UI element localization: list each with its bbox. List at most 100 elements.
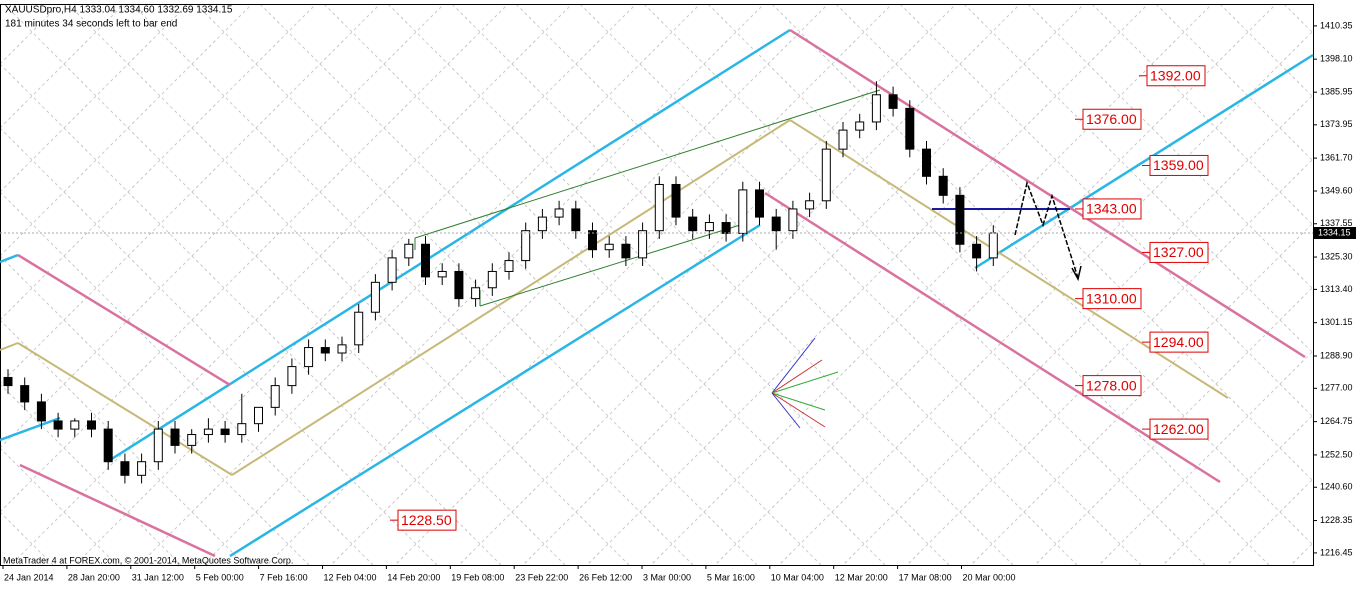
candle-body [220, 428, 230, 436]
candle-body [838, 129, 848, 150]
y-tick-label: 1252.50 [1320, 449, 1353, 459]
candle-body [788, 208, 798, 232]
candle-body [671, 183, 681, 218]
candle-body [203, 428, 213, 436]
candle-body [237, 423, 247, 436]
candle-body [821, 148, 831, 202]
price-label-box [1149, 418, 1209, 440]
bar-timer: 181 minutes 34 seconds left to bar end [5, 19, 177, 30]
candle-body [972, 243, 982, 259]
candle-body [337, 344, 347, 354]
price-label-box [1082, 288, 1142, 310]
y-tick-label: 1277.00 [1320, 383, 1353, 393]
x-tick-label: 24 Jan 2014 [4, 572, 54, 582]
symbol-header: XAUUSDpro,H4 1333.04 1334.60 1332.69 133… [5, 5, 233, 16]
candle-body [537, 216, 547, 232]
candle-body [905, 107, 915, 150]
candle-body [755, 189, 764, 218]
y-tick-label: 1288.90 [1320, 350, 1353, 360]
candle-body [855, 121, 865, 131]
y-tick-label: 1337.55 [1320, 218, 1353, 228]
candle-body [187, 434, 197, 446]
candle-body [621, 243, 631, 259]
candle-body [254, 406, 263, 425]
price-label: 1294.00 [1153, 334, 1204, 350]
candle-body [588, 230, 597, 251]
candle-body [504, 260, 514, 272]
candle-body [638, 230, 648, 259]
candle-body [354, 311, 364, 346]
candle-body [738, 189, 748, 234]
y-tick-label: 1325.30 [1320, 251, 1353, 261]
x-tick-label: 23 Feb 22:00 [515, 572, 568, 582]
x-tick-label: 3 Mar 00:00 [643, 572, 691, 582]
y-tick-label: 1385.95 [1320, 87, 1353, 97]
candle-body [521, 230, 531, 262]
y-tick-label: 1301.15 [1320, 317, 1353, 327]
candle-body [120, 461, 130, 476]
candle-body [421, 243, 430, 278]
price-label-box [1082, 375, 1142, 397]
candle-body [471, 287, 481, 300]
candle-body [554, 208, 564, 218]
candle-body [871, 94, 881, 123]
price-label: 1262.00 [1153, 421, 1204, 437]
candle-body [3, 376, 13, 387]
price-label: 1359.00 [1153, 157, 1204, 173]
price-label-box [1149, 241, 1209, 263]
candle-body [370, 281, 380, 313]
candle-body [704, 222, 714, 232]
candle-body [805, 200, 815, 210]
x-tick-label: 12 Feb 04:00 [324, 572, 377, 582]
y-tick-label: 1361.70 [1320, 152, 1353, 162]
y-tick-label: 1216.45 [1320, 547, 1353, 557]
price-label: 1376.00 [1086, 111, 1137, 127]
price-label-box [1146, 65, 1206, 87]
candle-body [36, 401, 46, 422]
y-tick-label: 1313.40 [1320, 284, 1353, 294]
candle-body [103, 428, 113, 463]
price-label-box [1149, 154, 1209, 176]
plot-frame [0, 4, 1314, 566]
price-label-box [1082, 108, 1142, 130]
candle-body [922, 148, 931, 177]
x-tick-label: 20 Mar 00:00 [963, 572, 1016, 582]
y-tick-label: 1398.10 [1320, 54, 1353, 64]
candle-body [87, 420, 96, 430]
x-tick-label: 10 Mar 04:00 [771, 572, 824, 582]
price-label: 1310.00 [1086, 290, 1137, 306]
candle-body [387, 257, 397, 283]
candle-body [287, 366, 297, 387]
y-tick-label: 1410.35 [1320, 20, 1353, 30]
price-label: 1327.00 [1153, 244, 1204, 260]
x-tick-label: 26 Feb 12:00 [579, 572, 632, 582]
drawings [0, 28, 1314, 558]
candle-body [688, 216, 698, 232]
price-label-box [1082, 198, 1142, 220]
x-tick-label: 14 Feb 20:00 [387, 572, 440, 582]
candle-body [320, 347, 330, 354]
price-label-box [1149, 331, 1209, 353]
candle-body [70, 420, 80, 430]
x-tick-label: 17 Mar 08:00 [899, 572, 952, 582]
candle-body [304, 347, 314, 368]
footer: MetaTrader 4 at FOREX.com, © 2001-2014, … [3, 555, 293, 565]
price-label: 1343.00 [1086, 201, 1137, 217]
candle-body [571, 208, 581, 232]
x-tick-label: 28 Jan 20:00 [68, 572, 120, 582]
x-tick-label: 5 Mar 16:00 [707, 572, 755, 582]
y-tick-label: 1349.60 [1320, 185, 1353, 195]
price-label: 1228.50 [401, 512, 452, 528]
grid [0, 4, 1313, 565]
y-tick-label: 1228.35 [1320, 515, 1353, 525]
candle-body [437, 270, 447, 278]
x-tick-label: 12 Mar 20:00 [835, 572, 888, 582]
x-tick-label: 7 Feb 16:00 [260, 572, 308, 582]
candle-body [771, 216, 781, 232]
current-price-label: 1334.15 [1318, 227, 1351, 237]
price-label: 1392.00 [1150, 67, 1201, 83]
candle-body [955, 194, 965, 245]
candle-body [153, 428, 163, 463]
current-price-box [1314, 226, 1356, 239]
